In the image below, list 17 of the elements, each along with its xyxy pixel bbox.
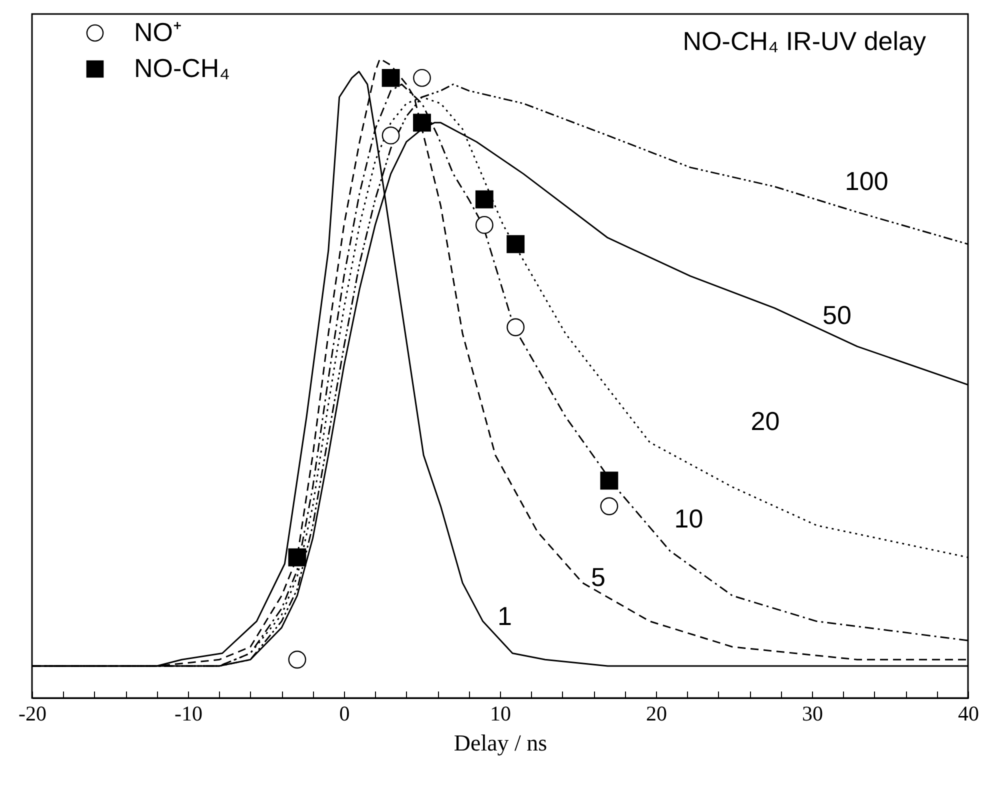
series-label: 5 [591,562,606,592]
x-tick-label: 20 [646,702,667,726]
x-tick-label: -10 [174,702,202,726]
x-tick-label: 0 [339,702,350,726]
series-label: 50 [822,300,852,330]
chart-title: NO-CH₄ IR-UV delay [682,26,926,56]
x-tick-label: 30 [802,702,823,726]
legend-label: NO-CH₄ [134,53,230,83]
series-label: 100 [844,166,888,196]
x-axis-title: Delay / ns [454,730,548,756]
x-tick-label: -20 [18,702,46,726]
x-tick-label: 40 [958,702,979,726]
x-tick-label: 10 [490,702,511,726]
series-label: 1 [497,600,512,631]
text: 20 [750,406,780,436]
series-label: 10 [674,503,704,534]
legend-label: NO⁺ [134,17,182,47]
